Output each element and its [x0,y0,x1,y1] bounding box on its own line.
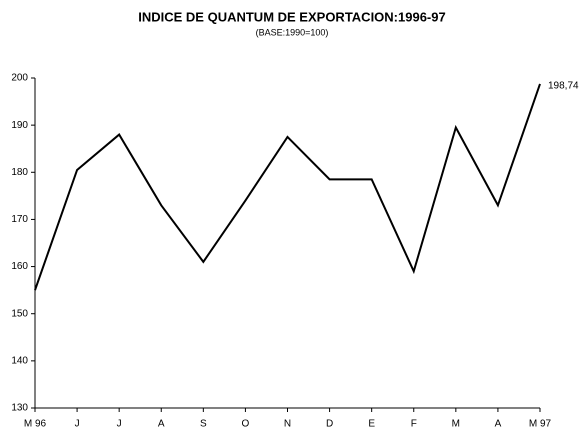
line [34,83,541,291]
x-tick-label: M 96 [24,419,47,430]
x-tick-label: J [117,419,122,430]
x-tick-label: N [284,419,291,430]
y-tick-label: 160 [11,261,28,272]
x-tick-label: A [158,419,165,430]
x-tick-label: A [495,419,502,430]
data-label: 198,74 [548,81,579,92]
chart-subtitle: (BASE:1990=100) [256,27,329,37]
x-tick-label: J [75,419,80,430]
y-tick-label: 180 [11,167,28,178]
y-tick-label: 190 [11,120,28,131]
y-tick-label: 150 [11,308,28,319]
y-tick-label: 200 [11,73,28,84]
x-tick-label: D [326,419,333,430]
y-tick-label: 130 [11,403,28,414]
x-tick-label: M 97 [529,419,552,430]
y-tick-label: 140 [11,355,28,366]
x-tick-label: O [242,419,250,430]
x-tick-label: F [411,419,417,430]
y-tick-label: 170 [11,214,28,225]
x-tick-label: S [200,419,207,430]
x-tick-label: E [368,419,375,430]
chart-title: INDICE DE QUANTUM DE EXPORTACION:1996-97 [138,9,445,24]
x-tick-label: M [452,419,460,430]
